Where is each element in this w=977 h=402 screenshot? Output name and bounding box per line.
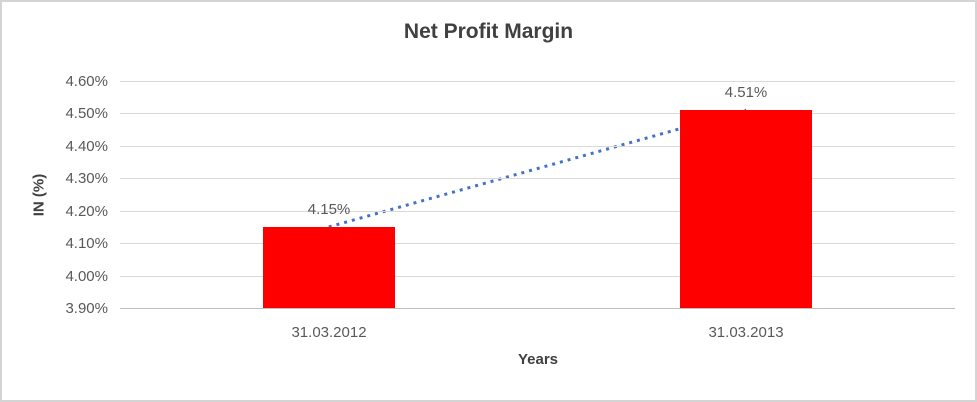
gridline <box>120 178 955 179</box>
bar-31.03.2012 <box>263 227 395 308</box>
gridline <box>120 81 955 82</box>
x-axis-line <box>120 308 955 309</box>
chart-title: Net Profit Margin <box>403 20 574 43</box>
y-tick-label: 3.90% <box>65 300 108 317</box>
y-tick-label: 4.60% <box>65 73 108 90</box>
y-tick-label: 4.40% <box>65 138 108 155</box>
y-axis-title: IN (%) <box>30 173 48 217</box>
gridline <box>120 211 955 212</box>
x-tick-label: 31.03.2013 <box>708 324 784 341</box>
bar-31.03.2013 <box>680 110 812 308</box>
gridline <box>120 243 955 244</box>
gridline <box>120 113 955 114</box>
x-tick-label: 31.03.2012 <box>291 324 367 341</box>
gridline <box>120 276 955 277</box>
y-tick-label: 4.30% <box>65 170 108 187</box>
x-axis-title: Years <box>517 351 559 368</box>
y-tick-label: 4.50% <box>65 105 108 122</box>
y-tick-label: 4.20% <box>65 203 108 220</box>
bar-data-label: 4.51% <box>724 84 768 101</box>
bar-data-label: 4.15% <box>307 201 351 218</box>
gridline <box>120 146 955 147</box>
y-tick-label: 4.10% <box>65 235 108 252</box>
y-tick-label: 4.00% <box>65 268 108 285</box>
